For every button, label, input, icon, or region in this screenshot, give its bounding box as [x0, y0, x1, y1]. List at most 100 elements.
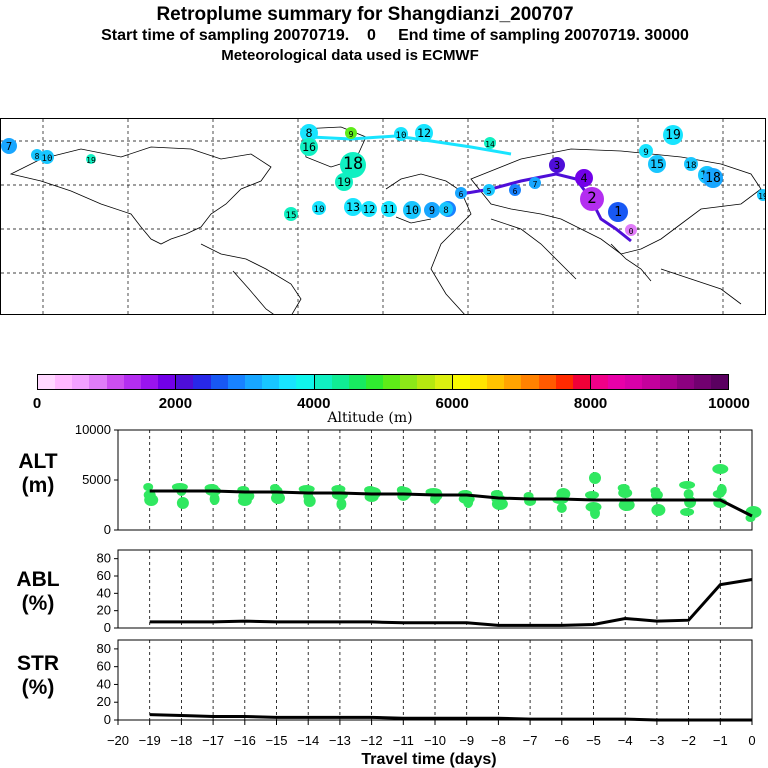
x-tick-label: −8 — [491, 733, 506, 748]
y-tick-label: 40 — [97, 585, 111, 600]
colorbar-swatch — [400, 375, 418, 389]
trajectory-marker: 19 — [757, 189, 766, 201]
altitude-scatter-point — [491, 498, 508, 510]
altitude-scatter-point — [712, 464, 729, 474]
altitude-scatter-point — [618, 499, 635, 511]
trajectory-marker: 15 — [284, 207, 298, 221]
altitude-scatter-point — [585, 491, 599, 499]
x-tick-label: −13 — [329, 733, 351, 748]
x-tick-label: −19 — [139, 733, 161, 748]
trajectory-day-label: 9 — [429, 205, 435, 217]
trajectory-marker: 8 — [31, 149, 43, 161]
trajectory-marker: 12 — [415, 124, 433, 142]
x-tick-label: −17 — [202, 733, 224, 748]
trajectory-day-label: 18 — [343, 153, 363, 173]
str-panel: 0 20 40 60 80 STR(%) — [17, 639, 753, 727]
trajectory-marker: 9 — [424, 202, 440, 218]
colorbar-swatch — [538, 375, 556, 389]
y-tick-label: 40 — [97, 676, 111, 691]
x-tick-label: −4 — [618, 733, 633, 748]
x-tick-label: −16 — [234, 733, 256, 748]
vertical-gridlines — [149, 640, 721, 720]
colorbar-swatch — [642, 375, 660, 389]
y-tick-label: 0 — [104, 712, 111, 727]
trajectory-marker: 7 — [529, 177, 541, 189]
trajectory-day-label: 3 — [554, 160, 560, 172]
x-tick-label: −11 — [393, 733, 414, 748]
panel-label: ABL — [16, 568, 59, 591]
x-tick-label: −18 — [170, 733, 192, 748]
colorbar-swatch — [193, 375, 211, 389]
altitude-scatter-point — [679, 481, 696, 489]
alt-panel: 0 5000 10000 ALT(m) — [18, 422, 762, 537]
colorbar-swatch — [711, 375, 729, 389]
trajectory-day-label: 7 — [6, 141, 12, 153]
trajectory-marker: 6 — [455, 187, 467, 199]
trajectory-day-label: 9 — [349, 130, 354, 139]
trajectory-day-label: 19 — [758, 192, 766, 201]
altitude-scatter-point — [303, 495, 316, 507]
trajectory-day-label: 9 — [643, 148, 648, 158]
series-line — [149, 577, 753, 627]
x-tick-label: −5 — [586, 733, 601, 748]
altitude-scatter-point — [590, 507, 600, 519]
colorbar-swatch — [106, 375, 124, 389]
colorbar-swatch — [244, 375, 263, 389]
altitude-scatter-point — [271, 492, 285, 504]
altitude-scatter-point — [176, 497, 189, 509]
colorbar-swatch — [55, 375, 73, 389]
coastlines — [9, 126, 762, 314]
altitude-scatter-point — [209, 493, 220, 505]
altitude-scatter-point — [298, 485, 315, 493]
x-axis-label: Travel time (days) — [361, 751, 496, 768]
panel-unit: (%) — [22, 676, 55, 699]
panel-unit: (m) — [22, 474, 55, 497]
altitude-scatter-point — [463, 496, 474, 508]
trajectory-day-label: 10 — [405, 203, 419, 217]
trajectory-day-label: 15 — [650, 157, 664, 171]
colorbar-swatch — [348, 375, 366, 389]
trajectory-marker: 10 — [394, 127, 408, 141]
colorbar-tick-label: 2000 — [158, 395, 193, 412]
y-tick-label: 60 — [97, 568, 111, 583]
trajectory-marker: 1 — [608, 202, 628, 222]
trajectory-day-label: 19 — [665, 128, 681, 143]
trajectory-marker: 8 — [439, 202, 453, 216]
altitude-scatter-point — [650, 490, 663, 500]
trajectory-day-label: 7 — [533, 180, 538, 189]
colorbar-swatch — [296, 375, 315, 389]
trajectory-day-label: 14 — [485, 140, 495, 149]
colorbar-swatch — [572, 375, 591, 389]
trajectory-day-label: 0 — [629, 227, 634, 236]
trajectory-marker: 10 — [312, 201, 326, 215]
colorbar-tick-label: 10000 — [708, 395, 750, 412]
y-tick-label: 80 — [97, 641, 111, 656]
trajectory-day-label: 10 — [42, 154, 53, 164]
colorbar-swatch — [504, 375, 522, 389]
vertical-gridlines — [149, 430, 721, 530]
altitude-scatter-point — [589, 472, 601, 484]
altitude-scatter-point — [143, 483, 154, 491]
colorbar-swatch — [72, 375, 90, 389]
colorbar-swatch — [331, 375, 349, 389]
chart-title: Retroplume summary for Shangdianzi_20070… — [156, 4, 574, 25]
colorbar-swatch — [555, 375, 573, 389]
colorbar-swatch — [176, 375, 194, 389]
colorbar-swatch — [227, 375, 245, 389]
y-tick-label: 0 — [104, 522, 111, 537]
colorbar-label: Altitude (m) — [327, 410, 413, 426]
trajectory-day-label: 10 — [314, 205, 325, 215]
altitude-scatter-point — [684, 496, 697, 508]
trajectory-marker: 10 — [40, 150, 54, 164]
x-tick-label: −15 — [265, 733, 287, 748]
colorbar-swatch — [608, 375, 626, 389]
trajectory-marker: 8 — [300, 124, 318, 142]
trajectory-day-label: 18 — [705, 171, 721, 186]
y-tick-label: 20 — [97, 694, 111, 709]
trajectory-marker: 18 — [340, 152, 366, 178]
trajectory-day-label: 8 — [305, 126, 312, 140]
y-tick-label: 60 — [97, 659, 111, 674]
trajectory-day-label: 19 — [86, 156, 96, 165]
trajectory-day-label: 5 — [487, 187, 492, 196]
